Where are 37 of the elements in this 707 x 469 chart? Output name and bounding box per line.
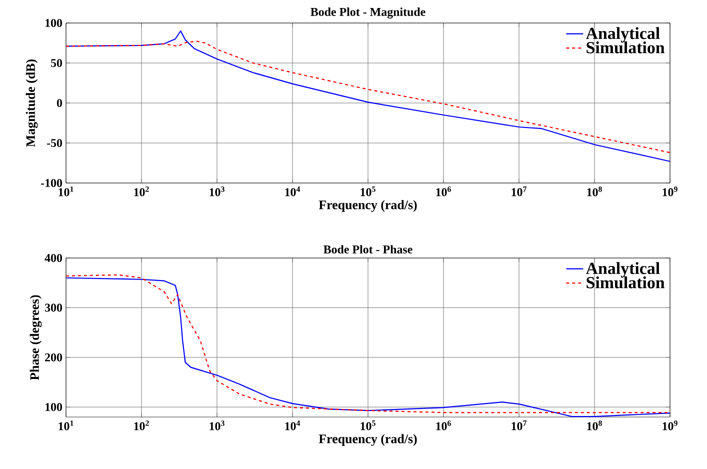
y-tick-label: -100 <box>41 178 62 188</box>
chart-title: Bode Plot - Phase <box>324 245 412 254</box>
x-tick-label: 10$^{8}$ <box>587 186 602 196</box>
y-tick-label: -50 <box>46 138 62 148</box>
y-tick-label: 300 <box>45 304 62 312</box>
chart-title: Bode Plot - Magnitude <box>310 8 426 18</box>
y-tick-label: 50 <box>51 58 62 68</box>
x-tick-label: 10$^{8}$ <box>587 420 602 430</box>
x-tick-label: 10$^{2}$ <box>134 186 149 196</box>
y-axis-title: Phase (degrees) <box>30 295 42 380</box>
x-tick-label: 10$^{3}$ <box>210 186 224 196</box>
y-tick-label: 100 <box>46 403 62 412</box>
x-tick-label: 10$^{6}$ <box>436 420 451 430</box>
x-tick-label: 10$^{9}$ <box>662 186 678 196</box>
legend-label: Analytical <box>586 27 660 43</box>
y-tick-label: 200 <box>45 353 62 362</box>
x-axis-title: Frequency (rad/s) <box>318 434 417 446</box>
y-tick-label: 100 <box>46 18 62 28</box>
x-tick-label: 10$^{4}$ <box>285 186 300 196</box>
x-tick-label: 10$^{7}$ <box>512 186 527 196</box>
x-tick-label: 10$^{1}$ <box>58 186 74 196</box>
legend-label: Simulation <box>586 276 665 288</box>
x-tick-label: 10$^{4}$ <box>285 420 300 430</box>
legend-label: Simulation <box>586 41 665 54</box>
legend-label: Analytical <box>586 262 660 278</box>
x-tick-label: 10$^{5}$ <box>360 186 376 196</box>
y-tick-label: 0 <box>56 98 62 108</box>
x-tick-label: 10$^{3}$ <box>210 420 224 430</box>
x-tick-label: 10$^{7}$ <box>512 420 527 430</box>
x-tick-label: 10$^{9}$ <box>662 420 678 430</box>
x-tick-label: 10$^{5}$ <box>360 420 376 430</box>
x-tick-label: 10$^{6}$ <box>436 186 451 196</box>
x-axis-title: Frequency (rad/s) <box>318 200 417 212</box>
x-tick-label: 10$^{2}$ <box>134 420 149 430</box>
y-tick-label: 400 <box>44 254 62 262</box>
x-tick-label: 10$^{1}$ <box>58 420 74 430</box>
y-axis-title: Magnitude (dB) <box>26 59 38 147</box>
